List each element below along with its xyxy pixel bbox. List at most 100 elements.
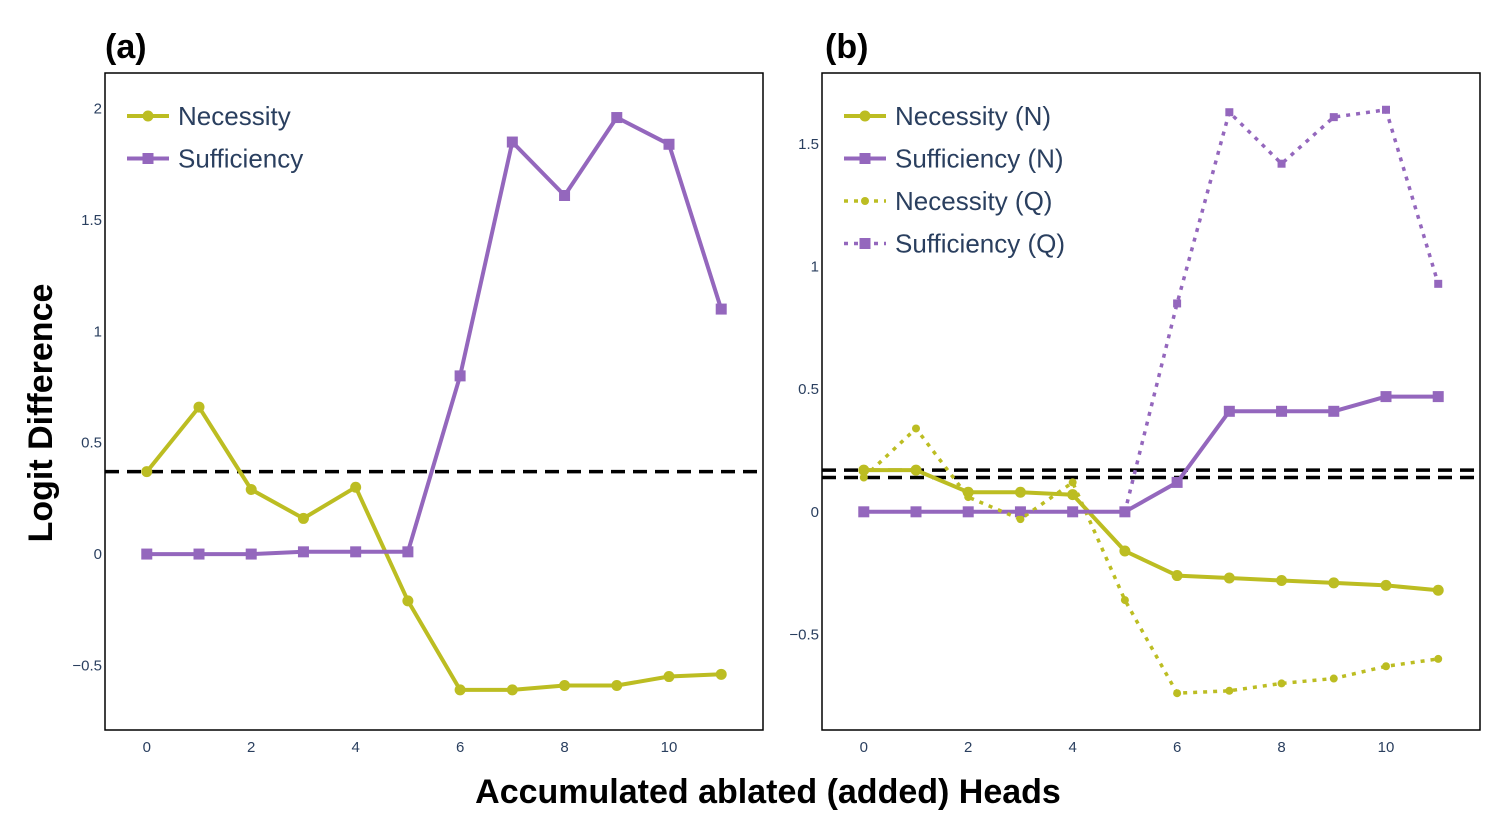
legend-item: Necessity (Q): [844, 186, 1052, 216]
data-point-marker: [297, 546, 309, 558]
data-point-marker: [859, 473, 868, 482]
legend-label: Sufficiency: [178, 144, 303, 174]
y-tick-label: 1: [94, 323, 102, 340]
x-tick-label: 0: [860, 739, 868, 756]
y-tick-label: 0: [94, 546, 102, 563]
data-point-marker: [611, 112, 623, 124]
data-point-marker: [1277, 679, 1286, 688]
series-line-1: [863, 394, 1439, 514]
data-point-marker: [506, 136, 518, 148]
x-tick-label: 8: [560, 739, 568, 756]
data-point-marker: [1171, 476, 1183, 488]
data-point-marker: [1382, 105, 1390, 114]
data-point-marker: [964, 507, 973, 516]
data-point-marker: [1380, 391, 1392, 403]
series-line-2: [862, 426, 1439, 695]
panel-b-label: (b): [825, 28, 868, 66]
data-point-marker: [1328, 577, 1340, 589]
x-tick-label: 10: [661, 739, 678, 756]
data-point-marker: [245, 483, 257, 495]
legend-item: Sufficiency (Q): [844, 229, 1065, 259]
data-point-marker: [559, 679, 571, 691]
data-point-marker: [454, 684, 466, 696]
plot-frame: [104, 72, 764, 731]
data-point-marker: [1328, 405, 1340, 417]
data-point-marker: [1120, 596, 1129, 605]
data-point-marker: [715, 668, 727, 680]
data-point-marker: [1382, 662, 1390, 671]
data-point-marker: [663, 138, 675, 150]
y-tick-label: 0.5: [798, 381, 819, 398]
series-line-0: [145, 405, 722, 692]
legend-swatch-marker: [859, 110, 871, 122]
legend-item: Sufficiency: [127, 144, 303, 174]
data-point-marker: [1119, 545, 1131, 557]
data-point-marker: [1016, 507, 1025, 516]
legend-swatch-marker: [861, 197, 869, 205]
series-line-0: [863, 468, 1439, 593]
legend-label: Sufficiency (Q): [895, 229, 1065, 259]
y-tick-label: 1.5: [798, 136, 819, 153]
y-tick-label: 0.5: [81, 435, 102, 452]
data-point-marker: [350, 481, 362, 493]
legend-swatch-marker: [142, 110, 154, 122]
data-point-marker: [1434, 279, 1443, 288]
data-point-marker: [663, 671, 675, 683]
legend-item: Necessity: [127, 101, 291, 131]
legend-item: Sufficiency (N): [844, 144, 1064, 174]
x-tick-label: 6: [1173, 739, 1181, 756]
data-point-marker: [1277, 159, 1286, 168]
data-point-marker: [193, 401, 205, 413]
data-point-marker: [141, 466, 153, 478]
data-point-marker: [1173, 689, 1182, 698]
y-tick-label: 1.5: [81, 212, 102, 229]
data-point-marker: [1225, 108, 1234, 117]
data-point-marker: [559, 189, 571, 201]
data-point-marker: [141, 548, 153, 560]
data-point-marker: [1380, 579, 1392, 591]
data-point-marker: [859, 507, 868, 516]
y-tick-label: 2: [94, 101, 102, 118]
data-point-marker: [1014, 486, 1026, 498]
data-point-marker: [910, 464, 922, 476]
data-point-marker: [1225, 686, 1234, 695]
data-point-marker: [297, 512, 309, 524]
data-point-marker: [858, 464, 870, 476]
data-point-marker: [1067, 489, 1079, 501]
data-point-marker: [506, 684, 518, 696]
plot-frame: [821, 72, 1481, 731]
legend-swatch-marker: [142, 153, 154, 164]
panel-a-chart: (a) 0 2 4 6 8 10 −0.5 0 0.5 1 1.5 2 Necessity Sufficie…: [72, 28, 764, 756]
data-point-marker: [611, 679, 623, 691]
x-tick-label: 10: [1378, 739, 1395, 756]
data-point-marker: [193, 548, 205, 560]
data-point-marker: [1432, 391, 1444, 403]
y-tick-label: 1: [811, 259, 819, 276]
y-tick-label: −0.5: [72, 657, 102, 674]
x-tick-label: 4: [351, 739, 359, 756]
data-point-marker: [1120, 507, 1129, 516]
legend-item: Necessity (N): [844, 101, 1051, 131]
data-point-marker: [1432, 584, 1444, 596]
y-tick-label: −0.5: [789, 626, 819, 643]
data-point-marker: [350, 546, 362, 558]
legend-label: Sufficiency (N): [895, 144, 1064, 174]
x-tick-label: 6: [456, 739, 464, 756]
data-point-marker: [912, 424, 920, 433]
data-point-marker: [912, 507, 920, 516]
data-point-marker: [715, 303, 727, 315]
data-point-marker: [1068, 507, 1077, 516]
y-tick-label: 0: [811, 504, 819, 521]
data-point-marker: [1016, 515, 1025, 524]
data-point-marker: [454, 370, 466, 382]
legend-label: Necessity (Q): [895, 186, 1052, 216]
panel-b-chart: (b) 0 2 4 6 8 10 −0.5 0 0.5 1 1.5 Necessity (N) Suffi…: [789, 28, 1481, 756]
x-axis-title: Accumulated ablated (added) Heads: [475, 773, 1061, 811]
data-point-marker: [1329, 113, 1338, 122]
data-point-marker: [1223, 572, 1235, 584]
x-tick-label: 8: [1277, 739, 1285, 756]
data-point-marker: [1276, 405, 1288, 417]
data-point-marker: [1329, 674, 1338, 683]
panel-a-label: (a): [105, 28, 147, 66]
